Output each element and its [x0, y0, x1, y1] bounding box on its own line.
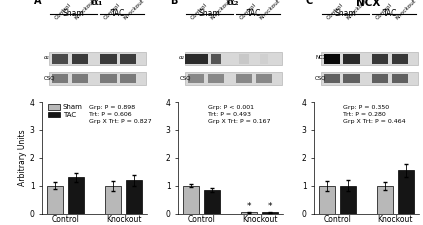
Text: CSQ: CSQ — [179, 75, 191, 80]
Bar — [343, 54, 360, 64]
Text: CSQ: CSQ — [315, 75, 327, 80]
Bar — [52, 74, 69, 83]
Bar — [343, 74, 360, 83]
Bar — [49, 72, 146, 85]
Y-axis label: Arbitrary Units: Arbitrary Units — [18, 130, 27, 186]
Bar — [105, 186, 121, 214]
Text: α₂: α₂ — [179, 55, 185, 60]
Text: α₁: α₁ — [91, 0, 103, 7]
Text: Sham: Sham — [335, 9, 357, 18]
Bar — [185, 52, 282, 65]
Text: NCX: NCX — [315, 55, 327, 60]
Bar — [241, 212, 257, 214]
Legend: Sham, TAC: Sham, TAC — [47, 103, 83, 119]
Text: Sham: Sham — [63, 9, 85, 18]
Bar — [372, 54, 388, 64]
Bar — [236, 74, 253, 83]
Text: TAC: TAC — [247, 9, 262, 18]
Text: CSQ: CSQ — [43, 75, 55, 80]
Bar — [262, 212, 278, 214]
Text: Knockout: Knockout — [123, 0, 146, 21]
Bar — [321, 72, 418, 85]
Text: Control: Control — [375, 3, 393, 21]
Bar — [398, 171, 414, 214]
Bar — [392, 54, 408, 64]
Bar — [120, 74, 136, 83]
Text: B: B — [170, 0, 177, 6]
Bar — [324, 54, 341, 64]
Bar — [208, 74, 224, 83]
Bar — [319, 186, 335, 214]
Text: Control: Control — [326, 3, 344, 21]
Bar — [71, 54, 88, 64]
Bar — [321, 52, 418, 65]
Text: Control: Control — [239, 3, 257, 21]
Bar — [324, 74, 341, 83]
Text: C: C — [306, 0, 313, 6]
Bar — [52, 54, 69, 64]
Text: Grp: P < 0.001
Trt: P = 0.493
Grp X Trt: P = 0.167: Grp: P < 0.001 Trt: P = 0.493 Grp X Trt:… — [208, 105, 270, 124]
Bar — [185, 72, 282, 85]
Text: *: * — [247, 202, 251, 211]
Bar — [183, 186, 199, 214]
Text: Grp: P = 0.898
Trt: P = 0.606
Grp X Trt: P = 0.827: Grp: P = 0.898 Trt: P = 0.606 Grp X Trt:… — [89, 105, 152, 124]
Text: TAC: TAC — [383, 9, 398, 18]
Text: α₁: α₁ — [43, 55, 49, 60]
Bar — [120, 54, 136, 64]
Bar — [372, 74, 388, 83]
Text: Knockout: Knockout — [74, 0, 96, 21]
Bar — [211, 54, 221, 64]
Bar — [47, 186, 63, 214]
Text: Knockout: Knockout — [346, 0, 368, 21]
Bar — [392, 74, 408, 83]
Text: Grp: P = 0.350
Trt: P = 0.280
Grp X Trt: P = 0.464: Grp: P = 0.350 Trt: P = 0.280 Grp X Trt:… — [343, 105, 406, 124]
Text: α₂: α₂ — [226, 0, 239, 7]
Bar — [377, 186, 393, 214]
Text: Control: Control — [54, 3, 72, 21]
Bar — [100, 74, 117, 83]
Text: Control: Control — [103, 3, 121, 21]
Text: NCX: NCX — [357, 0, 381, 8]
Bar — [239, 54, 250, 64]
Text: Knockout: Knockout — [395, 0, 418, 21]
Bar — [255, 74, 272, 83]
Bar — [260, 54, 268, 64]
Text: TAC: TAC — [111, 9, 126, 18]
Bar — [204, 190, 220, 214]
Bar — [184, 54, 208, 64]
Text: Knockout: Knockout — [259, 0, 281, 21]
Bar — [188, 74, 204, 83]
Bar — [340, 186, 356, 214]
Bar — [49, 52, 146, 65]
Text: *: * — [268, 202, 272, 211]
Text: Sham: Sham — [199, 9, 220, 18]
Text: A: A — [34, 0, 41, 6]
Bar — [71, 74, 88, 83]
Bar — [68, 178, 84, 214]
Bar — [100, 54, 117, 64]
Text: Control: Control — [190, 3, 208, 21]
Bar — [126, 180, 142, 214]
Text: Knockout: Knockout — [210, 0, 232, 21]
